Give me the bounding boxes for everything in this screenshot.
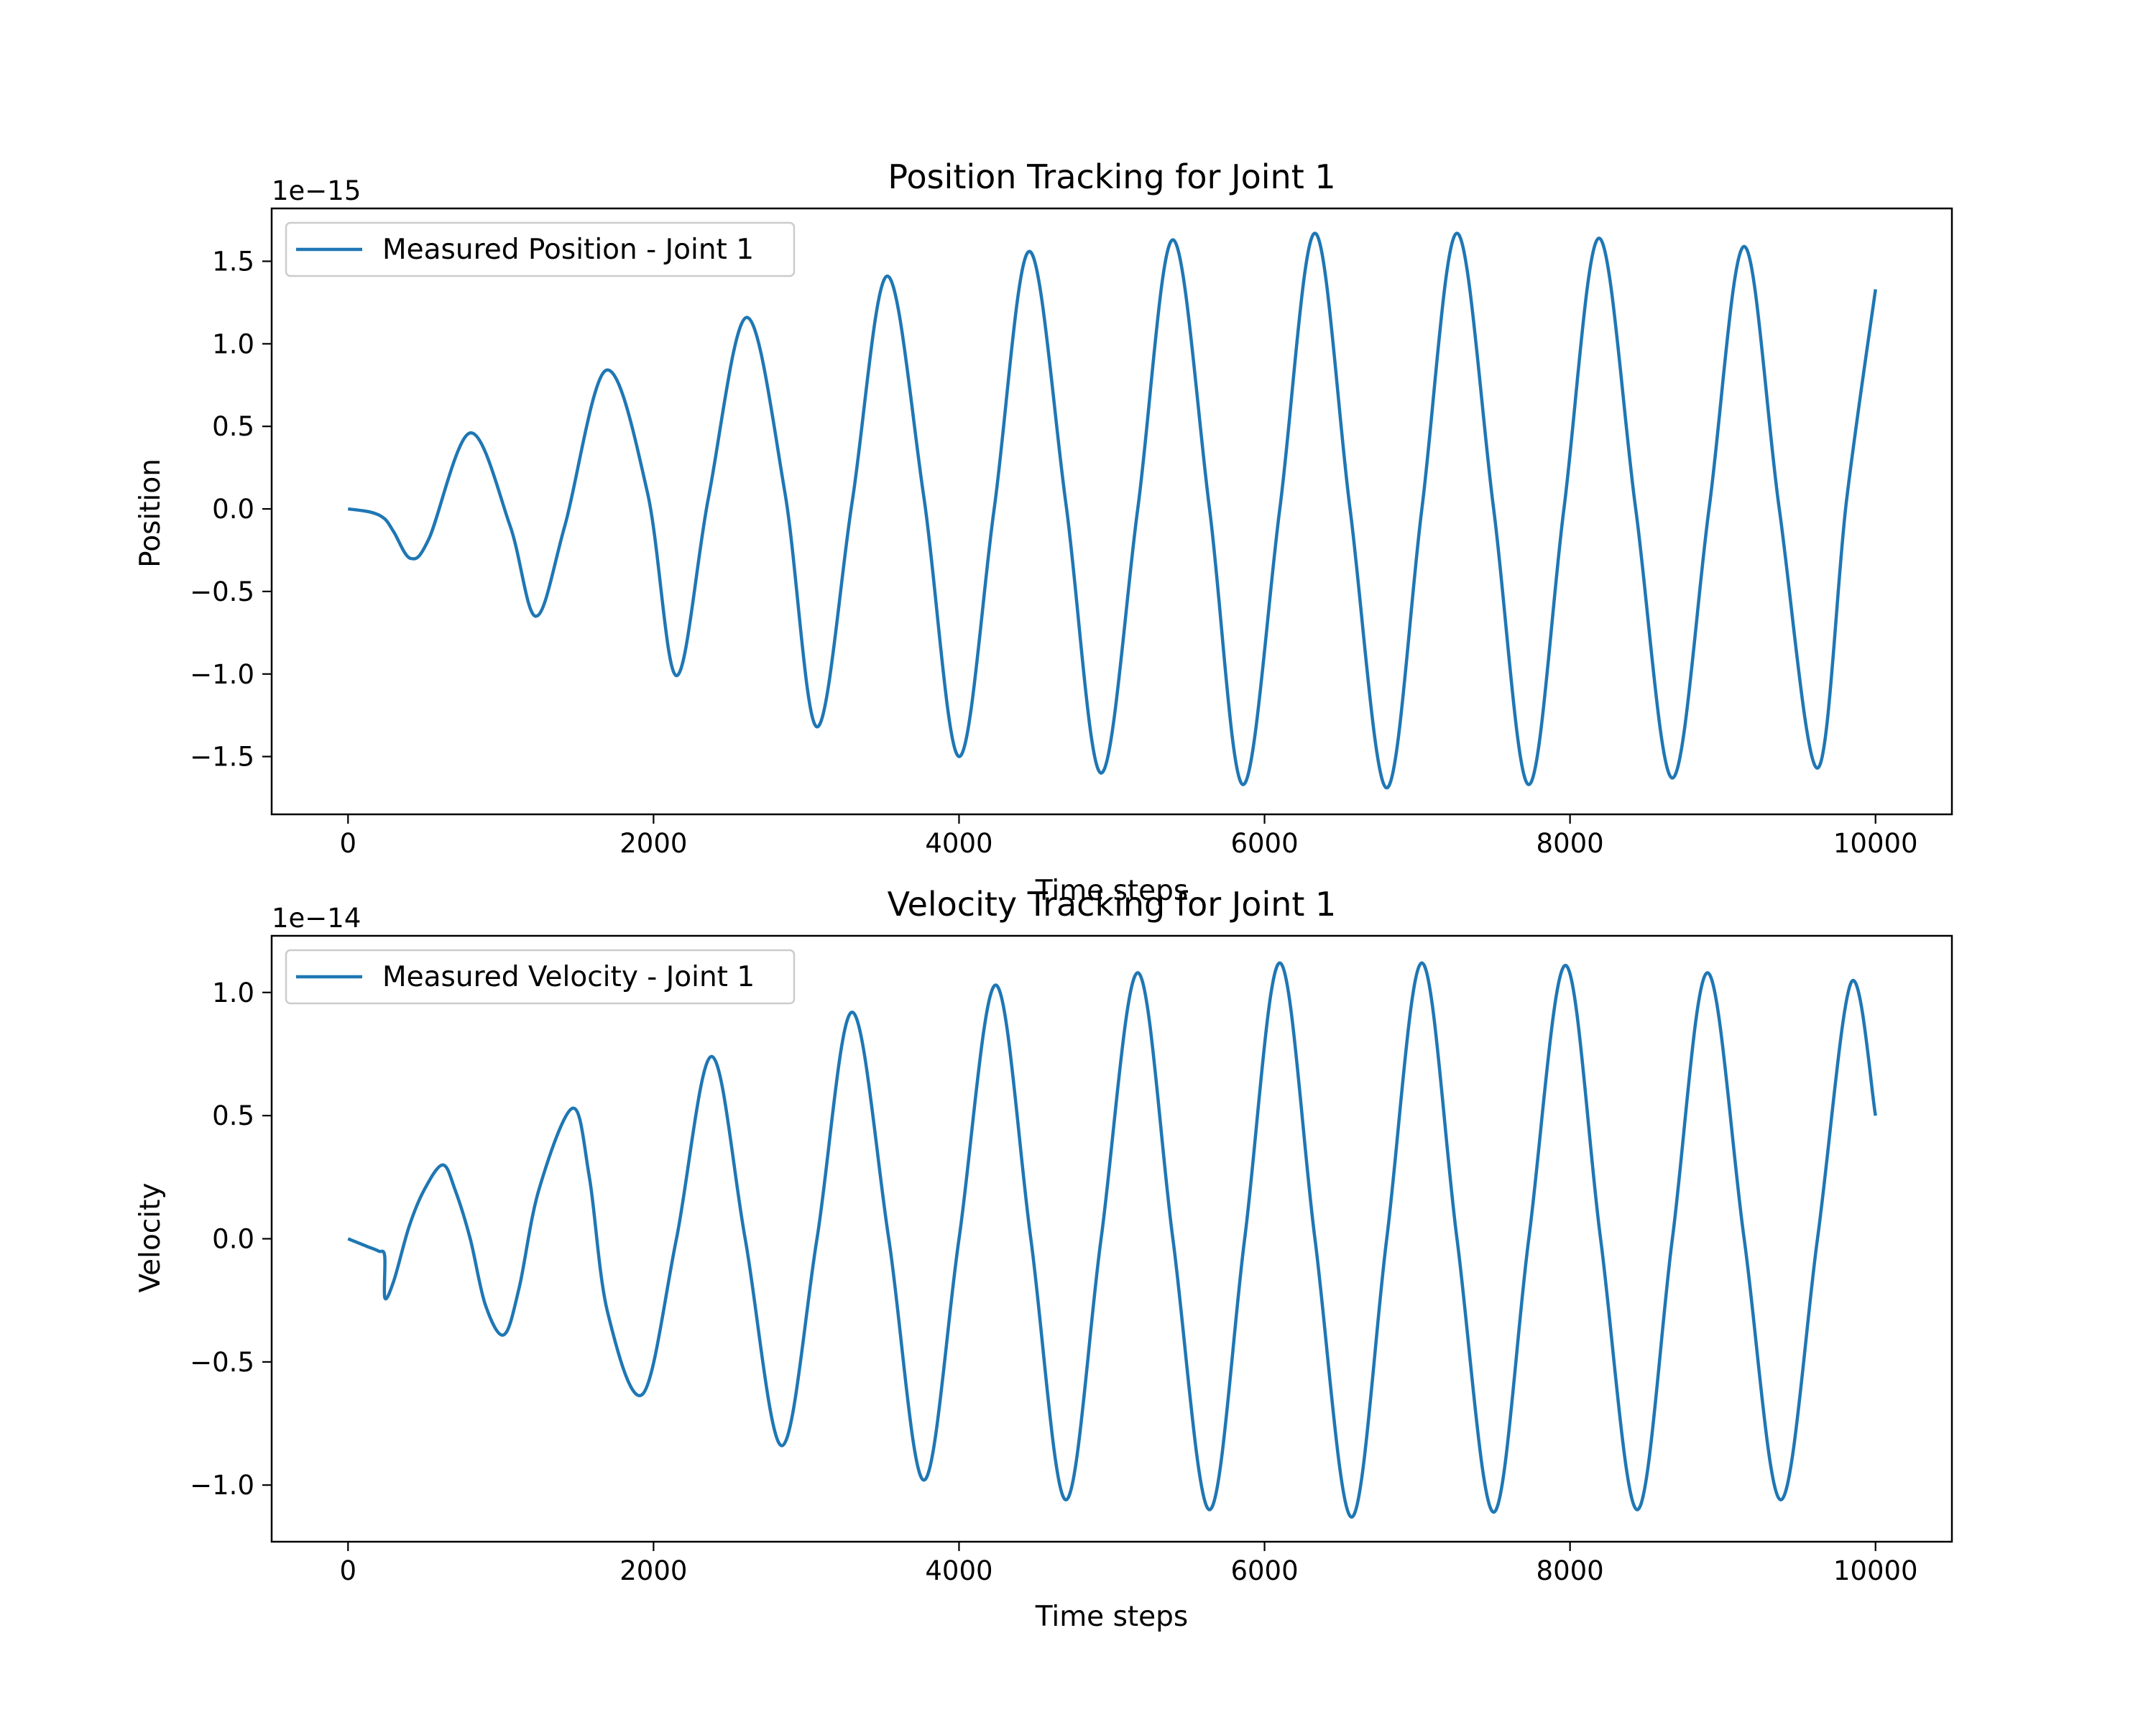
velocity-y-tick-label: 1.0 <box>212 978 254 1008</box>
position-y-tick-label: 1.0 <box>212 328 254 359</box>
position-y-tick-label: 1.5 <box>212 247 254 277</box>
velocity-y-tick-label: −1.0 <box>190 1470 254 1501</box>
position-subplot: Position Tracking for Joint 1 1e−15 0 200… <box>134 157 1953 907</box>
position-x-ticks: 0 2000 4000 6000 8000 10000 <box>339 814 1918 859</box>
velocity-series-layer <box>347 961 1877 1519</box>
position-plot-frame <box>270 207 1953 816</box>
velocity-x-tick-label: 4000 <box>925 1555 992 1586</box>
position-y-tick-label: 0.0 <box>212 494 254 525</box>
position-legend-label: Measured Position - Joint 1 <box>382 234 754 266</box>
velocity-series-line <box>347 961 1877 1519</box>
velocity-y-axis-label: Velocity <box>134 1183 167 1293</box>
position-x-tick-label: 0 <box>339 828 356 859</box>
velocity-x-tick-label: 0 <box>339 1555 356 1586</box>
velocity-x-tick-label: 8000 <box>1537 1555 1604 1586</box>
velocity-subplot: Velocity Tracking for Joint 1 1e−14 0 200… <box>134 885 1953 1633</box>
position-y-ticks: 1.5 1.0 0.5 0.0 −0.5 −1.0 −1.5 <box>190 247 272 773</box>
position-series-layer <box>347 231 1877 790</box>
velocity-legend-box <box>285 949 796 1005</box>
position-y-tick-label: 0.5 <box>212 411 254 442</box>
position-series-line <box>347 231 1877 790</box>
position-y-tick-label: −1.5 <box>190 742 254 773</box>
velocity-y-ticks: 1.0 0.5 0.0 −0.5 −1.0 <box>190 978 272 1501</box>
velocity-legend-label: Measured Velocity - Joint 1 <box>382 961 755 993</box>
position-y-tick-label: −1.0 <box>190 659 254 690</box>
position-x-tick-label: 8000 <box>1537 828 1604 859</box>
velocity-chart-title: Velocity Tracking for Joint 1 <box>888 885 1337 924</box>
position-legend-box <box>285 221 796 277</box>
velocity-y-tick-label: −0.5 <box>190 1347 254 1378</box>
position-x-tick-label: 4000 <box>925 828 992 859</box>
position-chart-title: Position Tracking for Joint 1 <box>888 157 1335 196</box>
velocity-x-ticks: 0 2000 4000 6000 8000 10000 <box>339 1542 1918 1586</box>
velocity-legend: Measured Velocity - Joint 1 <box>285 949 796 1005</box>
position-x-axis-label: Time steps <box>1035 875 1189 907</box>
position-offset-label: 1e−15 <box>272 175 361 206</box>
position-legend: Measured Position - Joint 1 <box>285 221 796 277</box>
position-y-axis-label: Position <box>134 459 167 568</box>
velocity-x-tick-label: 10000 <box>1833 1555 1918 1586</box>
velocity-y-tick-label: 0.5 <box>212 1100 254 1131</box>
velocity-x-tick-label: 2000 <box>619 1555 687 1586</box>
velocity-x-axis-label: Time steps <box>1035 1601 1189 1633</box>
velocity-offset-label: 1e−14 <box>272 903 361 934</box>
position-x-tick-label: 6000 <box>1230 828 1298 859</box>
position-y-tick-label: −0.5 <box>190 576 254 607</box>
velocity-y-tick-label: 0.0 <box>212 1224 254 1255</box>
position-x-tick-label: 10000 <box>1833 828 1918 859</box>
velocity-x-tick-label: 6000 <box>1230 1555 1298 1586</box>
position-x-tick-label: 2000 <box>619 828 687 859</box>
